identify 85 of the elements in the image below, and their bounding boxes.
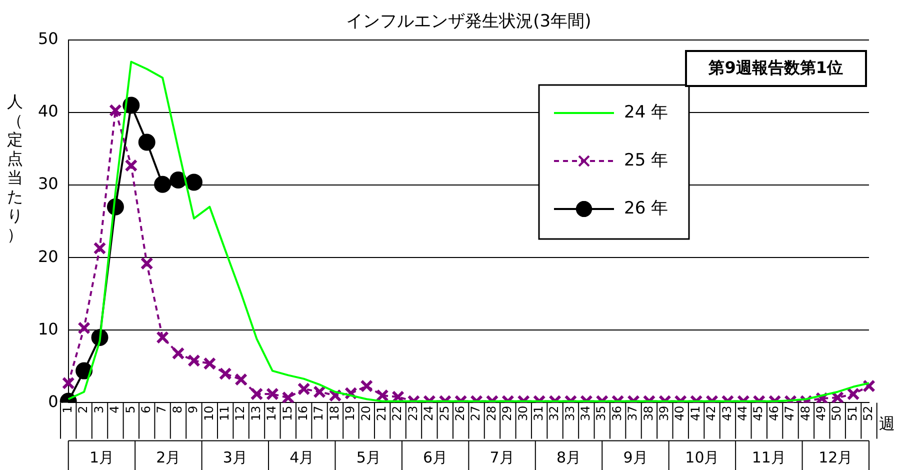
x-tick-label: 32: [547, 406, 562, 422]
point: [124, 159, 138, 172]
text: 6月: [423, 448, 448, 466]
text: 11月: [752, 448, 786, 466]
x-tick-label: 7: [154, 406, 169, 414]
x-tick-label: 30: [516, 406, 530, 422]
chart-title: インフルエンザ発生状況(3年間): [346, 11, 592, 32]
x-tick-label: 5: [123, 406, 138, 414]
x-tick-label: 52: [861, 406, 876, 422]
x-tick-label: 19: [343, 406, 358, 422]
x-tick-label: 33: [562, 406, 577, 422]
x-tick-label: 23: [406, 406, 420, 422]
x-tick-label: 39: [657, 406, 672, 422]
text: 1月: [89, 448, 114, 466]
x-tick-label: 44: [736, 406, 750, 422]
x-tick-label: 10: [202, 406, 216, 422]
x-tick-label: 26: [452, 406, 467, 422]
y-tick-label: 40: [38, 102, 58, 121]
text: 7月: [490, 448, 514, 466]
text: 3月: [222, 448, 248, 466]
text: 12月: [818, 448, 853, 466]
legend-label: 25 年: [624, 150, 668, 170]
x-tick-label: 28: [484, 406, 498, 422]
point: [138, 134, 156, 151]
x-tick-label: 1: [60, 406, 74, 414]
x-tick-label: 11: [217, 406, 232, 422]
x-tick-label: 48: [798, 406, 812, 422]
y-axis-title: 人（定点当たり）: [6, 92, 24, 244]
text: 4月: [290, 448, 314, 466]
x-tick-label: 18: [327, 406, 342, 422]
x-axis-title: 週: [879, 414, 895, 433]
x-tick-label: 45: [751, 406, 766, 422]
legend-label: 26 年: [624, 198, 668, 218]
x-tick-label: 40: [672, 406, 687, 422]
x-tick-label: 50: [830, 406, 844, 422]
point: [185, 174, 202, 191]
x-tick-label: 9: [186, 406, 200, 414]
x-tick-label: 29: [500, 406, 514, 422]
x-tick-label: 20: [358, 406, 373, 422]
point: [109, 104, 122, 117]
x-tick-label: 4: [108, 406, 122, 414]
x-tick-label: 27: [468, 406, 483, 422]
text: 2月: [156, 448, 181, 466]
x-tick-label: 51: [845, 406, 860, 422]
y-tick-label: 50: [38, 29, 58, 48]
x-tick-label: 14: [264, 406, 279, 422]
x-tick-label: 16: [296, 406, 310, 422]
x-tick-label: 25: [437, 406, 452, 422]
x-tick-label: 3: [92, 406, 106, 414]
x-tick-label: 36: [610, 406, 624, 422]
y-tick-label: 20: [38, 246, 58, 266]
x-tick-label: 49: [814, 406, 828, 422]
x-tick-label: 2: [76, 406, 90, 414]
point: [170, 172, 187, 189]
text: 8月: [556, 448, 582, 466]
x-tick-label: 38: [641, 406, 656, 422]
x-tick-label: 31: [531, 406, 546, 422]
x-tick-label: 34: [578, 406, 593, 422]
x-tick-label: 47: [782, 406, 797, 422]
x-tick-label: 21: [374, 406, 388, 422]
x-tick-label: 17: [312, 406, 326, 422]
x-tick-label: 6: [138, 406, 153, 414]
x-tick-label: 46: [766, 406, 781, 422]
text: 10月: [685, 448, 720, 466]
y-tick-label: 0: [48, 392, 58, 411]
x-tick-label: 41: [688, 406, 702, 422]
x-tick-label: 15: [280, 406, 294, 422]
x-tick-label: 24: [422, 406, 436, 422]
annotation: 第9週報告数第1位: [684, 50, 867, 87]
y-tick-label: 10: [38, 319, 58, 338]
x-tick-label: 43: [720, 406, 734, 422]
x-tick-label: 13: [248, 406, 263, 422]
x-tick-label: 42: [704, 406, 718, 422]
text: 9月: [623, 448, 648, 466]
x-tick-label: 12: [233, 406, 248, 422]
point: [93, 242, 106, 255]
legend-label: 24 年: [624, 102, 668, 122]
point: [154, 176, 172, 193]
x-tick-label: 8: [170, 406, 184, 414]
x-tick-label: 35: [594, 406, 608, 422]
text: 5月: [356, 448, 381, 466]
x-tick-label: 22: [390, 406, 404, 422]
point: [140, 256, 154, 270]
y-tick-label: 30: [38, 174, 58, 194]
x-tick-label: 37: [626, 406, 640, 422]
